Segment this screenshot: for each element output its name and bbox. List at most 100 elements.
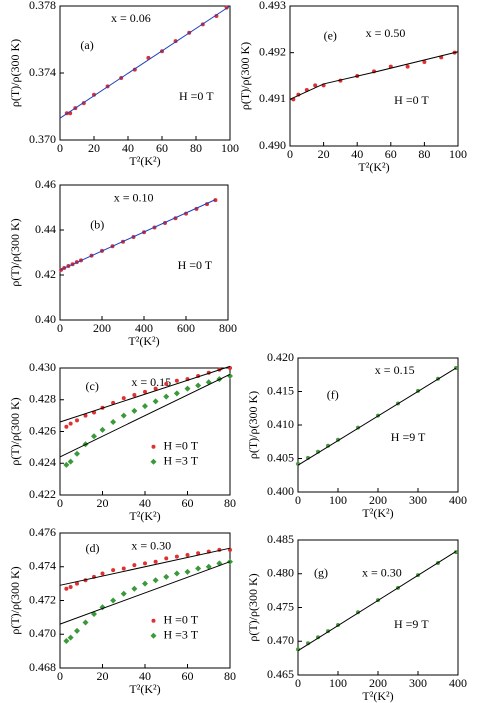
data-point — [153, 559, 158, 564]
panel-label: (f) — [327, 387, 339, 401]
data-point — [67, 634, 74, 641]
fit-line — [59, 547, 231, 586]
x-tick-label: 100 — [221, 141, 239, 155]
y-tick-label: 0.490 — [259, 138, 286, 152]
data-point — [132, 563, 137, 568]
x-tick-label: 60 — [156, 141, 168, 155]
x-tick-label: 0 — [287, 147, 293, 161]
data-point — [63, 461, 70, 468]
x-tick-label: 40 — [139, 669, 151, 683]
field-annotation: H =0 T — [179, 89, 214, 103]
data-point — [163, 573, 170, 580]
fit-line — [289, 51, 459, 100]
x-tick-label: 300 — [409, 493, 427, 507]
fit-line — [59, 373, 231, 458]
panel-label: (g) — [314, 566, 328, 580]
y-axis-label: ρ(T)/ρ(300 K) — [8, 218, 22, 286]
x-tick-label: 60 — [385, 147, 397, 161]
y-tick-label: 0.370 — [29, 132, 56, 146]
y-axis-label: ρ(T)/ρ(300 K) — [8, 39, 22, 107]
data-point — [152, 577, 159, 584]
data-point — [82, 619, 89, 626]
data-point — [227, 372, 233, 379]
annotation: x = 0.15 — [375, 363, 415, 377]
x-tick-label: 400 — [449, 676, 467, 690]
x-axis-label: T²(K²) — [358, 160, 389, 174]
fit-line — [297, 551, 457, 652]
y-tick-label: 0.480 — [267, 566, 294, 580]
x-axis-label: T²(K²) — [128, 334, 159, 348]
data-point — [110, 597, 117, 604]
x-tick-label: 200 — [369, 676, 387, 690]
field-annotation: H =0 T — [394, 93, 429, 107]
y-tick-label: 0.378 — [29, 0, 56, 12]
data-point — [184, 568, 191, 575]
y-tick-label: 0.424 — [29, 455, 56, 469]
legend-label: H =0 T — [164, 613, 199, 627]
legend-label: H =3 T — [164, 453, 199, 467]
data-point — [163, 393, 170, 400]
data-point — [91, 433, 97, 440]
x-tick-label: 600 — [177, 321, 195, 335]
data-point — [132, 392, 137, 397]
legend-label: H =0 T — [164, 438, 199, 452]
data-point — [454, 550, 458, 555]
x-tick-label: 400 — [449, 493, 467, 507]
data-point — [131, 585, 138, 592]
x-axis-label: T²(K²) — [129, 509, 160, 523]
x-tick-label: 40 — [122, 141, 134, 155]
fit-line — [59, 5, 231, 119]
x-tick-label: 40 — [351, 147, 363, 161]
data-point — [326, 443, 330, 448]
y-axis-label: ρ(T)/ρ(300 K) — [8, 397, 22, 465]
data-point — [121, 566, 126, 571]
y-tick-label: 0.470 — [29, 626, 56, 640]
data-point — [173, 570, 180, 577]
y-tick-label: 0.44 — [35, 222, 56, 236]
data-point — [131, 407, 138, 414]
y-axis-label: ρ(T)/ρ(300 K) — [238, 42, 252, 110]
y-tick-label: 0.400 — [267, 484, 294, 498]
data-point — [195, 565, 202, 572]
x-tick-label: 400 — [135, 321, 153, 335]
data-point — [184, 385, 191, 392]
data-point — [164, 556, 169, 561]
x-tick-label: 0 — [57, 496, 63, 510]
y-tick-label: 0.430 — [29, 360, 56, 374]
y-tick-label: 0.475 — [267, 599, 294, 613]
data-point — [68, 585, 73, 589]
y-axis-label: ρ(T)/ρ(300 K) — [246, 391, 260, 459]
y-tick-label: 0.405 — [267, 450, 294, 464]
y-tick-label: 0.422 — [29, 487, 56, 501]
data-point — [143, 389, 147, 394]
y-tick-label: 0.491 — [259, 91, 286, 105]
data-point — [111, 568, 116, 573]
y-tick-label: 0.472 — [29, 592, 56, 606]
y-tick-label: 0.468 — [29, 660, 56, 674]
legend-marker — [150, 458, 157, 465]
data-point — [64, 586, 69, 591]
plot-frame — [297, 357, 459, 493]
data-point — [75, 581, 79, 586]
data-point — [64, 424, 69, 429]
y-tick-label: 0.426 — [29, 423, 56, 437]
y-tick-label: 0.415 — [267, 383, 294, 397]
data-point — [174, 378, 179, 383]
panel-label: (d) — [86, 541, 100, 555]
data-point — [63, 638, 70, 644]
x-tick-label: 0 — [57, 141, 63, 155]
data-point — [195, 382, 202, 389]
field-annotation: H =0 T — [178, 258, 213, 272]
data-point — [405, 64, 410, 69]
x-tick-label: 60 — [182, 669, 194, 683]
y-tick-label: 0.428 — [29, 392, 56, 406]
x-tick-label: 80 — [224, 496, 236, 510]
panel-label: (e) — [324, 29, 337, 43]
fit-line — [59, 365, 231, 423]
y-tick-label: 0.40 — [35, 312, 56, 326]
y-tick-label: 0.470 — [267, 633, 294, 647]
data-point — [152, 398, 159, 405]
data-point — [164, 381, 169, 386]
data-point — [110, 418, 117, 425]
data-point — [121, 396, 126, 401]
